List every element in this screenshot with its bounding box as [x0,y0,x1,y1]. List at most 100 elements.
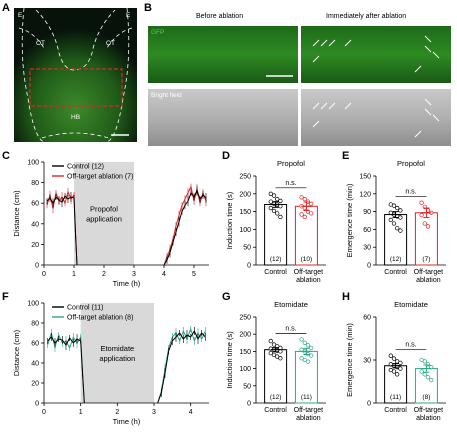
data-point [391,221,397,226]
bar-chart-d: Propofol 0 50 100 150 200 250 Induction time (s… [225,159,326,284]
x-tick-label: 1 [72,271,76,278]
gfp-before-image: GFP [148,26,298,83]
y-tick-label: 0 [367,263,371,270]
y-tick-label: 40 [31,221,39,228]
data-point [419,213,424,218]
sample-count: (12) [390,256,402,263]
y-tick-label: 50 [243,245,251,252]
panel-b-letter: B [144,2,152,14]
data-point [278,214,283,220]
sample-count: (11) [301,394,312,401]
data-point [271,193,277,198]
data-point [302,196,307,202]
category-label: ablation [296,415,321,422]
shade-label: Etomidate [100,344,134,353]
y-tick-label: 150 [359,174,371,181]
category-label: Control [384,407,407,414]
y-tick-label: 0 [35,401,39,408]
sample-count: (7) [422,256,430,263]
data-point [388,217,393,223]
x-tick-label: 0 [42,271,46,278]
series-line-0 [46,195,78,266]
sig-label: n.s. [285,325,296,332]
y-tick-label: 80 [31,321,39,328]
data-point [271,208,277,214]
brightfield-before-image: Bright field [148,89,298,146]
data-point [422,221,427,226]
data-point [309,211,314,216]
y-tick-label: 250 [239,174,251,181]
category-label: Off-target [294,407,323,414]
sample-count: (11) [390,394,401,401]
chart-title: Etomidate [274,300,308,309]
panel-d-letter: D [222,150,230,162]
bar-chart-g: Etomidate 0 50 100 150 200 250 Induction time (… [225,300,326,422]
y-tick-label: 20 [31,242,39,249]
y-tick-label: 80 [31,180,39,187]
data-point [398,215,403,220]
y-tick-label: 150 [239,209,251,216]
y-axis-label: Emergence time (min) [345,323,354,397]
legend-label: Control (11) [67,305,103,312]
data-point [275,354,280,359]
y-tick-label: 60 [363,227,371,234]
data-point [271,342,277,347]
data-point [398,360,403,366]
label-e-right: E [126,12,131,19]
data-point [302,340,307,345]
data-point [398,228,403,233]
panel-a-letter: A [2,2,10,14]
x-tick-label: 0 [42,409,46,416]
data-point [395,226,400,231]
y-tick-label: 200 [239,191,251,198]
data-point [398,366,403,371]
y-tick-label: 0 [247,263,251,270]
data-point [388,353,393,358]
label-e-left: E [18,12,23,19]
shade-label: application [86,214,122,223]
panel-e-letter: E [342,150,350,162]
data-point [305,359,311,364]
y-tick-label: 30 [363,245,371,252]
y-axis-label: Induction time (s) [225,331,234,389]
brain-gfp-svg [14,8,137,142]
category-label: Control [264,269,287,276]
category-label: Off-target [414,407,443,414]
y-tick-label: 250 [239,315,251,322]
data-point [395,372,400,377]
panel-h-letter: H [342,291,350,303]
data-point [391,356,397,361]
shaded-application-region [80,303,154,403]
data-point [391,369,397,374]
brightfield-after-image [301,89,451,146]
x-tick-label: 3 [132,271,136,278]
category-label: Off-target [294,269,323,276]
data-point [271,352,277,357]
y-tick-label: 60 [31,341,39,348]
label-ot-left: OT [36,40,46,47]
y-tick-label: 100 [239,227,251,234]
data-point [309,201,314,206]
data-point [422,372,427,377]
data-point [268,338,273,344]
ablation-region-box [29,68,123,107]
y-tick-label: 100 [239,366,251,373]
category-label: Control [264,407,287,414]
legend-label: Control (12) [67,164,104,171]
data-point [278,356,283,361]
data-point [299,356,304,361]
data-point [268,205,273,211]
gfp-after-image [301,26,451,83]
data-point [278,198,283,204]
x-axis-label: Time (h) [113,279,141,288]
chart-title: Propofol [277,159,305,168]
label-ot-right: OT [106,40,116,47]
legend-label: Off-target ablation (7) [67,174,133,181]
category-label: Off-target [414,269,443,276]
x-tick-label: 4 [162,271,166,278]
y-tick-label: 20 [31,381,39,388]
y-tick-label: 50 [243,383,251,390]
x-tick-label: 5 [192,271,196,278]
